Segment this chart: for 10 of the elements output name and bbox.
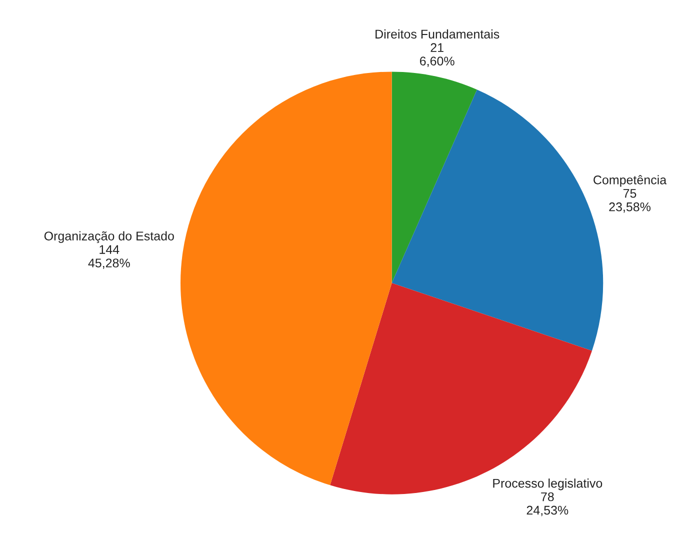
data-label: 144 45,28% — [88, 245, 130, 269]
data-label: 78 24,53% — [526, 492, 568, 516]
pie-slice — [392, 72, 477, 284]
data-label: 21 6,60% — [420, 43, 454, 67]
slice-label: Processo legislativo — [493, 478, 602, 490]
slice-label: Direitos Fundamentais — [376, 29, 500, 39]
data-label: 75 23,58% — [609, 189, 651, 213]
pie-slice — [180, 72, 392, 486]
slice-label: Competência — [594, 175, 667, 187]
slice-label: Organização do Estado — [44, 231, 174, 243]
